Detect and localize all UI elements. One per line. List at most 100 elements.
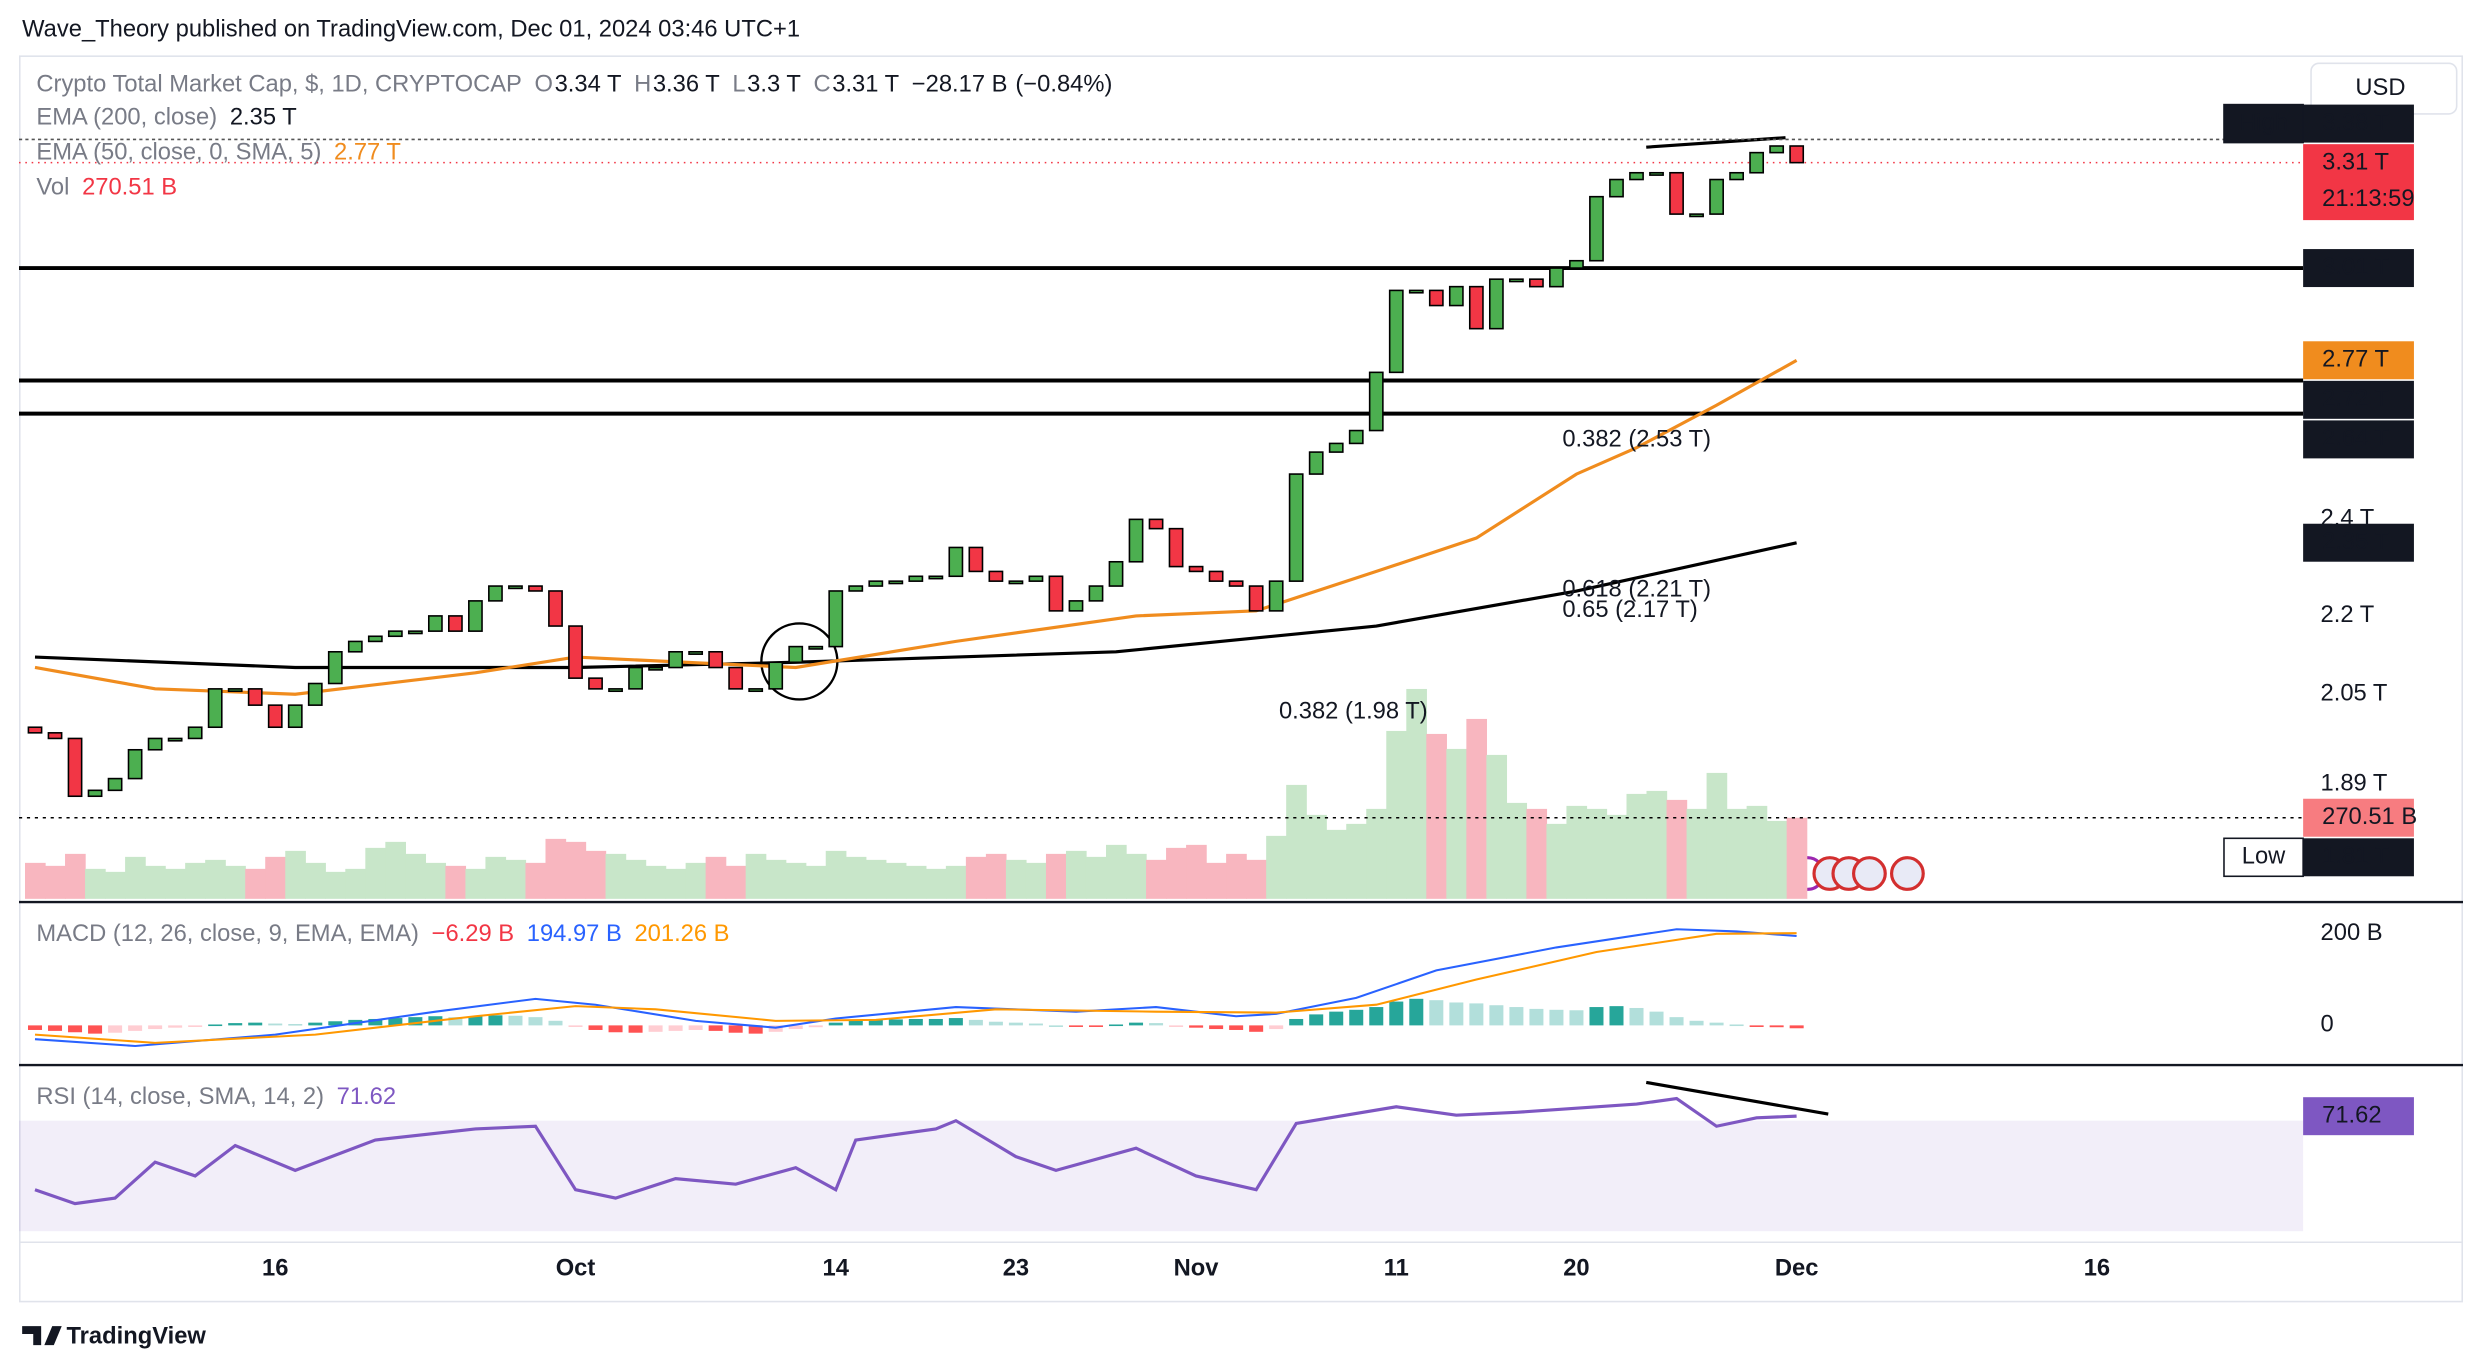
volume-bar <box>1746 805 1768 899</box>
macd-histogram-bar <box>968 1019 983 1026</box>
fib-label: 0.618 (2.21 T) <box>1562 577 1711 603</box>
logo-mark <box>22 1326 62 1346</box>
macd-histogram-bar <box>208 1024 223 1027</box>
legend-text: H <box>634 72 651 98</box>
macd-histogram-bar <box>1749 1025 1764 1027</box>
volume-bar <box>745 853 767 899</box>
legend-row: EMA (200, close) 2.35 T <box>36 105 296 131</box>
volume-bar <box>845 856 867 899</box>
candle <box>508 585 523 590</box>
tag-box <box>2223 837 2304 878</box>
volume-bar <box>1366 808 1387 899</box>
volume-bar <box>1686 808 1708 899</box>
candle <box>1048 575 1064 612</box>
macd-histogram-bar <box>108 1025 123 1033</box>
candle <box>1769 145 1785 154</box>
volume-bar <box>1085 856 1107 899</box>
macd-histogram-bar <box>1709 1022 1724 1026</box>
price-tag-label: 3.38 T <box>2322 110 2389 136</box>
tag-label: High <box>2239 110 2288 136</box>
legend-text: 201.26 B <box>634 922 729 948</box>
rsi-line <box>34 1096 1797 1206</box>
volume-bar <box>1406 688 1427 899</box>
volume-bar <box>1666 799 1688 899</box>
event-icon <box>1852 856 1887 891</box>
candle <box>1168 527 1184 568</box>
candle <box>1088 585 1104 602</box>
candle <box>167 737 183 742</box>
macd-histogram-bar <box>308 1022 323 1026</box>
legend-text: 3.31 T <box>832 72 899 98</box>
candle <box>1789 145 1805 164</box>
macd-histogram-bar <box>88 1025 103 1034</box>
macd-histogram-bar <box>868 1019 883 1026</box>
macd-histogram-bar <box>388 1018 403 1026</box>
macd-histogram-bar <box>848 1020 863 1026</box>
volume-bar <box>225 865 246 899</box>
candle <box>407 630 423 635</box>
macd-histogram-bar <box>188 1025 203 1027</box>
price-tag-label: 1.81 T <box>2322 844 2389 870</box>
macd-histogram-bar <box>1109 1024 1124 1027</box>
candle <box>1589 195 1604 262</box>
legend-row: MACD (12, 26, close, 9, EMA, EMA) −6.29 B… <box>36 922 729 948</box>
legend-text: Crypto Total Market Cap, $, 1D, CRYPTOCA… <box>36 72 521 98</box>
volume-bar <box>1706 772 1728 899</box>
volume-bar <box>45 865 66 899</box>
x-tick-label: 23 <box>1003 1255 1029 1281</box>
macd-histogram-bar <box>588 1025 603 1030</box>
volume-bar <box>1606 814 1628 899</box>
price-tag <box>2303 144 2414 221</box>
candle <box>1549 267 1564 288</box>
macd-histogram-bar <box>668 1025 683 1031</box>
candle <box>888 580 904 585</box>
price-tag-label: 3.31 T <box>2322 149 2389 175</box>
legend-text: 3.3 T <box>747 72 801 98</box>
header: Wave_Theory published on TradingView.com… <box>22 16 800 42</box>
macd-histogram-bar <box>1469 1003 1484 1026</box>
candle <box>107 777 123 792</box>
volume-bar <box>1786 817 1808 899</box>
candle <box>207 688 223 729</box>
macd-histogram-bar <box>1629 1007 1644 1026</box>
candle <box>928 575 944 580</box>
macd-histogram-bar <box>1229 1025 1244 1030</box>
legend-text: O <box>535 72 553 98</box>
macd-tick-label: 0 <box>2321 1012 2334 1038</box>
macd-histogram-bar <box>1249 1025 1264 1032</box>
volume-bar <box>1766 820 1788 899</box>
macd-histogram-bar <box>948 1018 963 1026</box>
candle <box>1108 560 1124 587</box>
volume-bar <box>785 862 807 899</box>
candle <box>87 789 103 798</box>
macd-histogram-bar <box>1529 1008 1544 1026</box>
candle <box>1008 580 1024 585</box>
volume-bar <box>445 865 467 899</box>
price-tag <box>2303 104 2414 143</box>
volume-bar <box>605 853 627 899</box>
volume-bar <box>1506 802 1528 899</box>
volume-bar <box>1726 808 1748 899</box>
macd-histogram-bar <box>1329 1011 1344 1026</box>
candle <box>868 580 884 587</box>
price-tag-label: 2.77 T <box>2322 347 2389 373</box>
macd-histogram-bar <box>1409 998 1424 1026</box>
candle <box>608 688 623 693</box>
candle <box>1308 451 1324 475</box>
candle <box>1208 570 1224 582</box>
price-tag <box>2303 523 2414 562</box>
volume-bar <box>385 841 406 899</box>
macd-histogram-bar <box>368 1018 383 1026</box>
y-tick-label: 2.2 T <box>2321 602 2375 628</box>
event-icon <box>1889 856 1925 891</box>
candle <box>47 732 63 740</box>
macd-histogram-bar <box>508 1015 523 1026</box>
macd-histogram-bar <box>1169 1025 1184 1027</box>
volume-bar <box>1546 823 1568 899</box>
candle <box>1629 171 1644 181</box>
macd-histogram-bar <box>788 1025 803 1030</box>
volume-bar <box>1186 844 1207 899</box>
volume-bar <box>805 865 827 899</box>
